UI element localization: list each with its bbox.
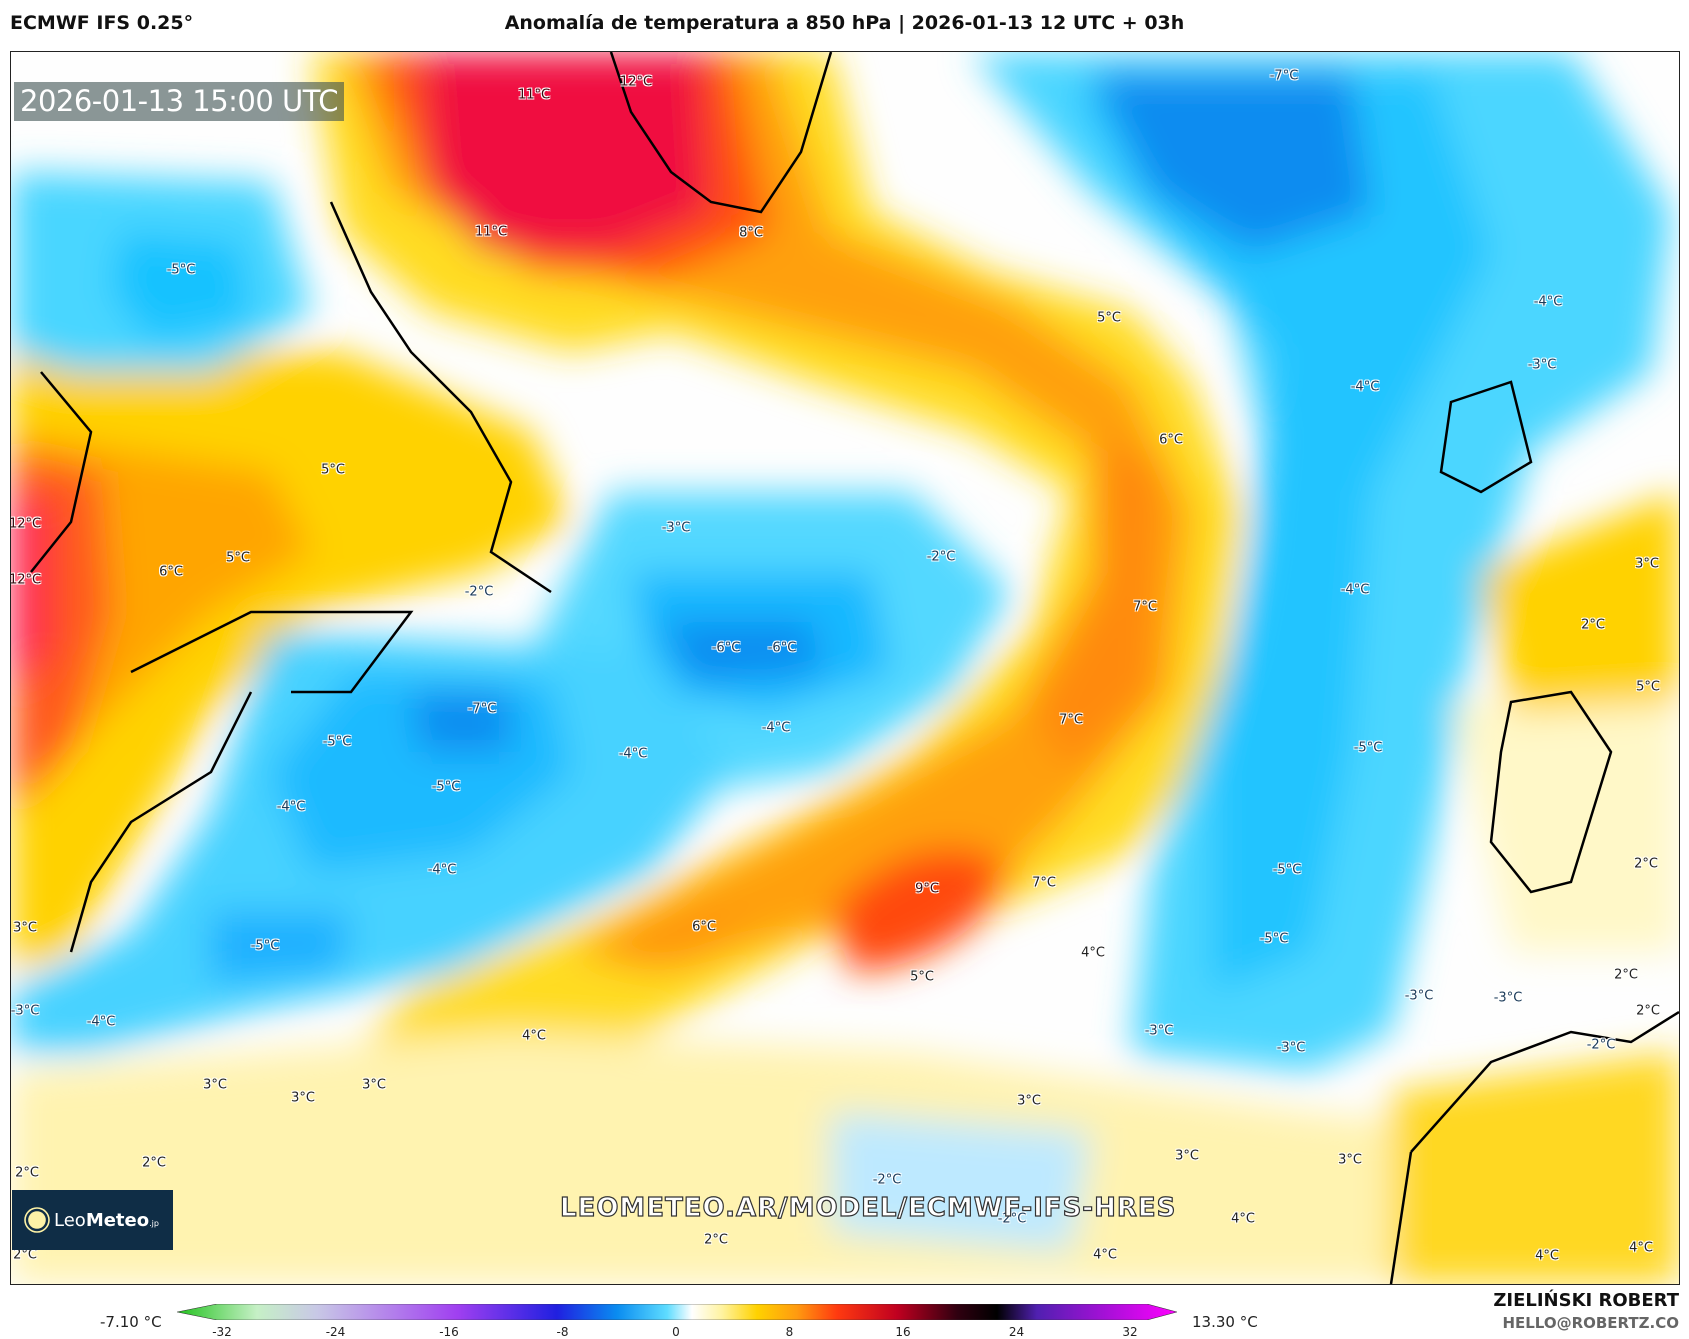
isotherm-label: -5°C	[250, 938, 280, 954]
isotherm-label: 2°C	[704, 1232, 728, 1248]
isotherm-label: 3°C	[1175, 1148, 1199, 1164]
isotherm-label: 11°C	[517, 87, 551, 103]
isotherm-label: 2°C	[1634, 856, 1658, 872]
isotherm-label: -5°C	[1259, 931, 1289, 947]
isotherm-label: 7°C	[1133, 599, 1157, 615]
isotherm-label: 12°C	[10, 516, 42, 532]
author-name: ZIELIŃSKI ROBERT	[1493, 1290, 1679, 1311]
isotherm-label: 6°C	[692, 919, 716, 935]
source-watermark: LEOMETEO.AR/MODEL/ECMWF-IFS-HRES	[559, 1192, 1177, 1223]
model-name: ECMWF IFS 0.25°	[10, 12, 194, 34]
isotherm-label: 6°C	[1159, 432, 1183, 448]
isotherm-label: -5°C	[322, 734, 352, 750]
isotherm-label: 4°C	[1081, 945, 1105, 961]
colorbar-tick-label: -24	[325, 1325, 346, 1339]
colorbar-tick-label: 16	[895, 1325, 911, 1339]
valid-time-badge: 2026-01-13 15:00 UTC	[14, 82, 345, 121]
isotherm-label: -3°C	[1276, 1040, 1306, 1056]
isotherm-label: 9°C	[915, 881, 939, 897]
isotherm-label: -4°C	[276, 799, 306, 815]
isotherm-label: 5°C	[226, 550, 250, 566]
temperature-field	[11, 52, 1679, 1284]
isotherm-label: 5°C	[910, 969, 934, 985]
isotherm-label: 3°C	[362, 1077, 386, 1093]
isotherm-label: -3°C	[1527, 357, 1557, 373]
isotherm-label: -4°C	[427, 862, 457, 878]
isotherm-label: 7°C	[1032, 875, 1056, 891]
isotherm-label: -5°C	[166, 262, 196, 278]
isotherm-label: -4°C	[1533, 294, 1563, 310]
colorbar-tick-label: -8	[556, 1325, 569, 1339]
isotherm-label: -3°C	[10, 1003, 40, 1019]
isotherm-label: 4°C	[522, 1028, 546, 1044]
isotherm-label: 2°C	[13, 1247, 37, 1263]
isotherm-label: 5°C	[1097, 310, 1121, 326]
isotherm-label: 11°C	[474, 224, 508, 240]
leometeo-logo: LeoMeteo.jp	[12, 1190, 173, 1250]
isotherm-label: 4°C	[1093, 1247, 1117, 1263]
isotherm-label: 2°C	[1581, 617, 1605, 633]
isotherm-label: 3°C	[291, 1090, 315, 1106]
isotherm-label: -5°C	[431, 779, 461, 795]
isotherm-label: 2°C	[142, 1155, 166, 1171]
colorbar-tick-label: 32	[1122, 1325, 1138, 1339]
coastlines	[30, 52, 1679, 1284]
isotherm-label: -2°C	[464, 584, 494, 600]
isotherm-label: 8°C	[739, 225, 763, 241]
isotherm-label: -6°C	[711, 640, 741, 656]
isotherm-label: -7°C	[1269, 68, 1299, 84]
isotherm-label: 12°C	[619, 74, 653, 90]
isotherm-label: 3°C	[203, 1077, 227, 1093]
isotherm-label: -2°C	[997, 1211, 1027, 1227]
isotherm-label: -5°C	[1272, 862, 1302, 878]
isotherm-label: -2°C	[1586, 1037, 1616, 1053]
colorbar-tick-label: 24	[1008, 1325, 1025, 1339]
colorbar-gradient	[177, 1304, 1177, 1320]
isotherm-label: -7°C	[467, 701, 497, 717]
isotherm-label: -5°C	[1353, 740, 1383, 756]
isotherm-label: -3°C	[1493, 990, 1523, 1006]
isotherm-label: 4°C	[1231, 1211, 1255, 1227]
isotherm-label: 3°C	[13, 920, 37, 936]
isotherm-label: 2°C	[15, 1165, 39, 1181]
isotherm-label: -3°C	[1144, 1023, 1174, 1039]
isotherm-label: 3°C	[1635, 556, 1659, 572]
isotherm-label: -3°C	[661, 520, 691, 536]
isotherm-label: 4°C	[1629, 1240, 1653, 1256]
chart-title: Anomalía de temperatura a 850 hPa | 2026…	[504, 12, 1185, 34]
isotherm-label: 12°C	[10, 572, 42, 588]
isotherm-label: -6°C	[767, 640, 797, 656]
colorbar: -7.10 °C 1	[0, 1283, 1689, 1339]
colorbar-tick-label: -16	[439, 1325, 459, 1339]
isotherm-label: -4°C	[1340, 582, 1370, 598]
isotherm-label: -4°C	[761, 720, 791, 736]
isotherm-label: -2°C	[872, 1172, 902, 1188]
isotherm-label: 5°C	[321, 462, 345, 478]
colorbar-tick-label: 8	[785, 1325, 794, 1339]
isotherm-label: 5°C	[1636, 679, 1660, 695]
isotherm-label: 3°C	[1338, 1152, 1362, 1168]
isotherm-label: 3°C	[1017, 1093, 1041, 1109]
colorbar-tick-label: -32	[212, 1325, 232, 1339]
isotherm-label: -4°C	[86, 1014, 116, 1030]
isotherm-label: 2°C	[1636, 1003, 1660, 1019]
colorbar-tick-label: 0	[672, 1325, 680, 1339]
anomaly-map: 2026-01-13 15:00 UTC 11°C 12°C 11°C 8°C -7°C…	[10, 51, 1680, 1285]
logo-text: LeoMeteo.jp	[54, 1209, 159, 1231]
author-email[interactable]: HELLO@ROBERTZ.CO	[1502, 1314, 1679, 1332]
isotherm-label: -4°C	[618, 746, 648, 762]
isotherm-label: 6°C	[159, 564, 183, 580]
isotherm-label: 2°C	[1614, 967, 1638, 983]
isotherm-label: -3°C	[1404, 988, 1434, 1004]
isotherm-label: -2°C	[926, 549, 956, 565]
isotherm-label: -4°C	[1350, 379, 1380, 395]
isotherm-label: 7°C	[1059, 712, 1083, 728]
colorbar-max-value: 13.30 °C	[1192, 1313, 1258, 1331]
isotherm-label: 4°C	[1535, 1248, 1559, 1264]
colorbar-min-value: -7.10 °C	[100, 1313, 162, 1331]
sun-icon	[28, 1211, 46, 1229]
